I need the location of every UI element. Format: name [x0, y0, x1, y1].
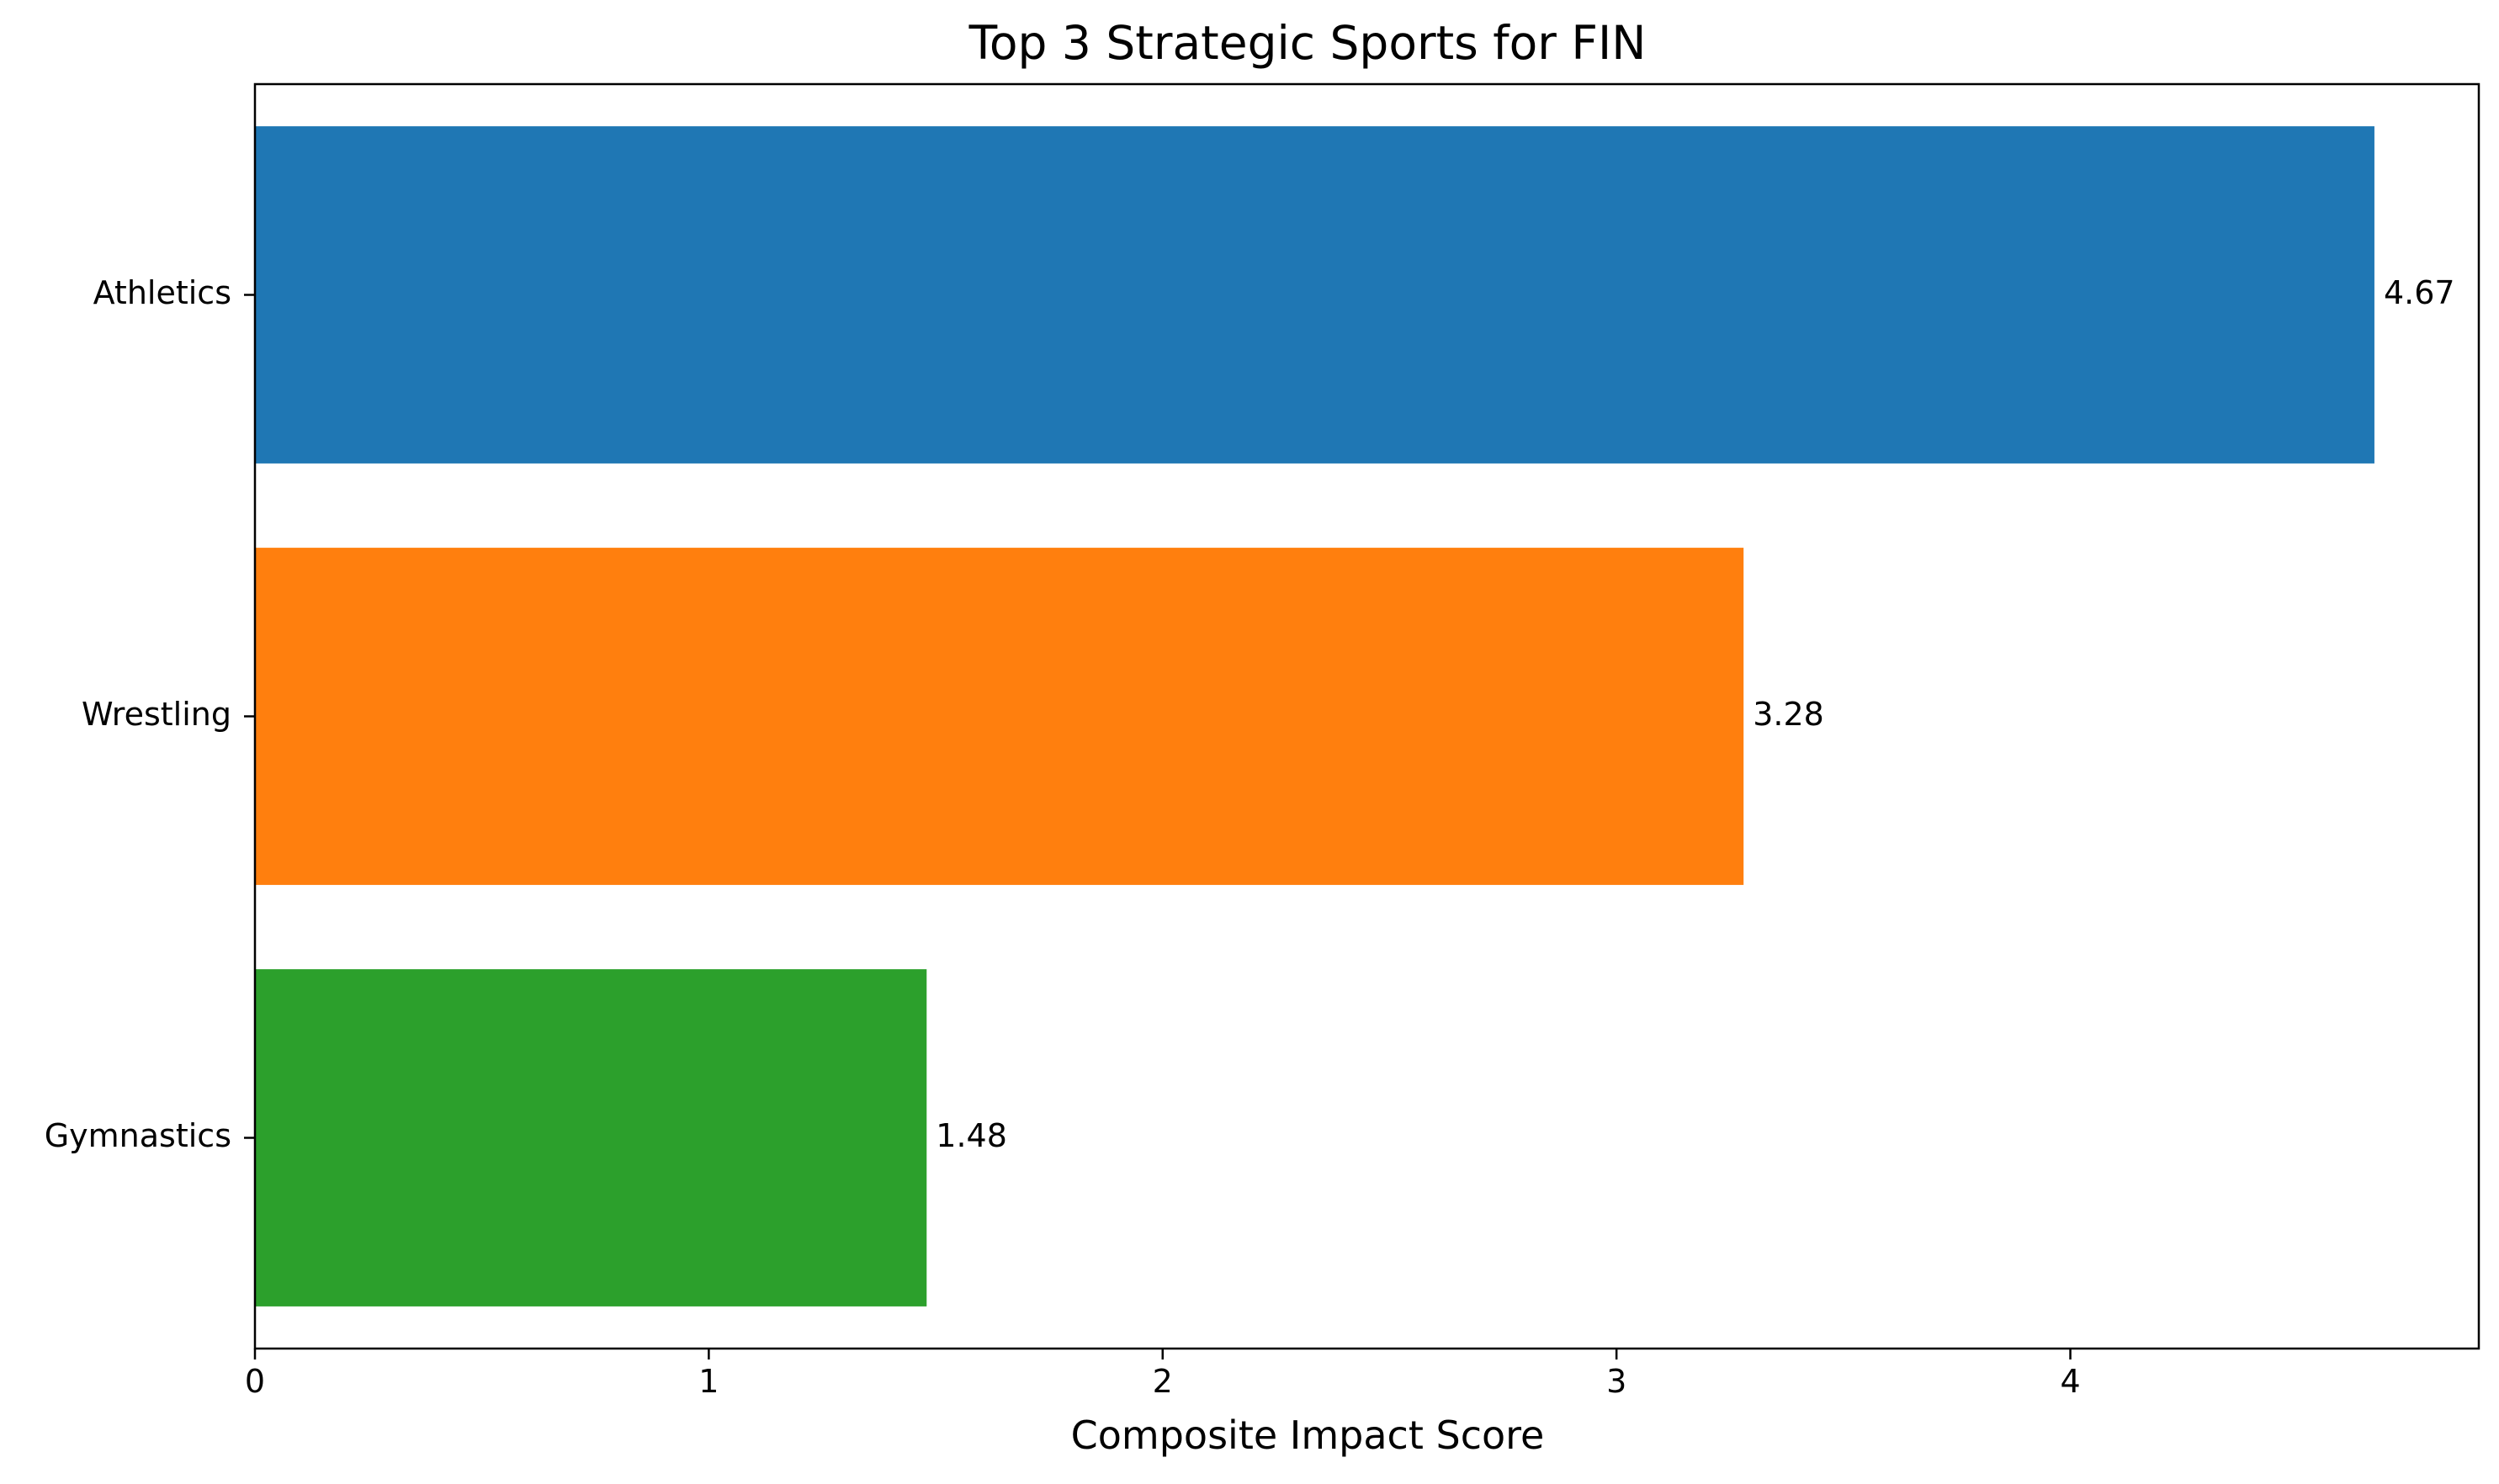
- x-axis: 0 1 2 3 4: [245, 1349, 2081, 1400]
- bar-athletics: [255, 126, 2374, 464]
- y-tick-label-athletics: Athletics: [93, 274, 231, 311]
- x-tick-label-1: 1: [698, 1363, 719, 1400]
- x-tick-label-4: 4: [2060, 1363, 2080, 1400]
- y-tick-label-wrestling: Wrestling: [82, 696, 231, 733]
- plot-frame: [253, 82, 2480, 1350]
- chart-title: Top 3 Strategic Sports for FIN: [968, 16, 1647, 70]
- bar-wrestling: [255, 548, 1744, 885]
- y-axis: Athletics Wrestling Gymnastics: [45, 274, 255, 1154]
- x-tick-label-0: 0: [245, 1363, 265, 1400]
- plot-area: 4.67 3.28 1.48: [255, 126, 2455, 1306]
- x-axis-title: Composite Impact Score: [1071, 1412, 1545, 1458]
- x-tick-label-3: 3: [1606, 1363, 1626, 1400]
- x-tick-label-2: 2: [1153, 1363, 1173, 1400]
- value-label-wrestling: 3.28: [1753, 696, 1824, 733]
- bar-gymnastics: [255, 969, 927, 1306]
- value-label-athletics: 4.67: [2384, 274, 2455, 311]
- y-tick-label-gymnastics: Gymnastics: [45, 1117, 231, 1154]
- value-label-gymnastics: 1.48: [936, 1117, 1007, 1154]
